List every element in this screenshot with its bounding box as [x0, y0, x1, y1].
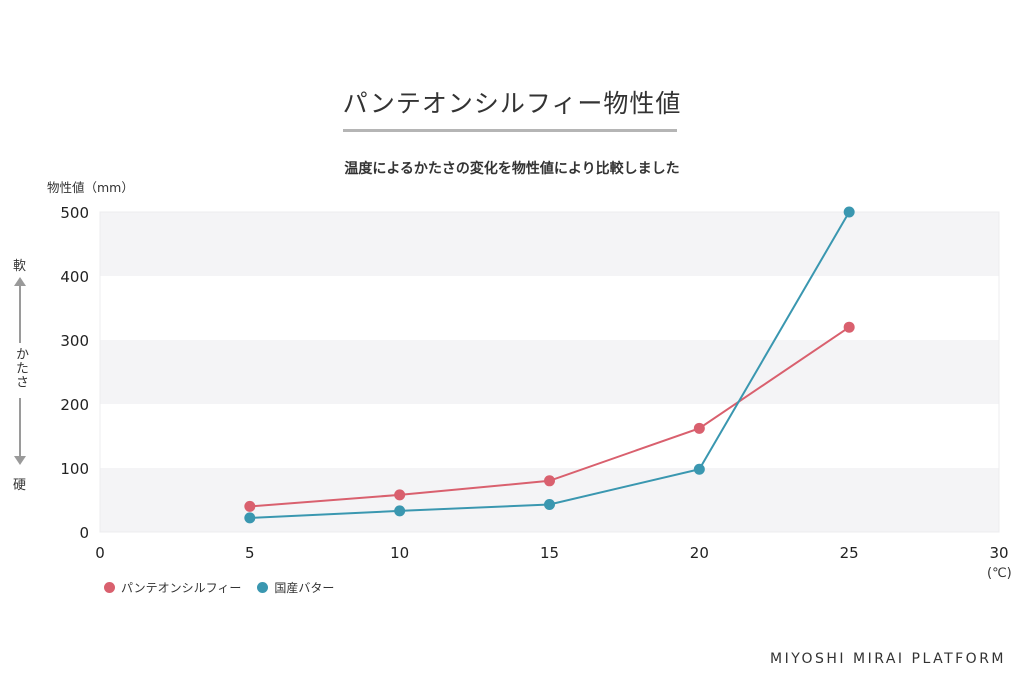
legend-dot-panteon: [104, 582, 115, 593]
side-label-hardness: かたさ: [13, 347, 28, 389]
grid-band: [100, 212, 999, 276]
y-tick-label: 300: [60, 332, 89, 350]
legend-label-butter: 国産バター: [274, 581, 335, 595]
x-tick-label: 0: [95, 544, 105, 562]
data-point-1: [394, 505, 406, 517]
x-tick-label: 15: [540, 544, 559, 562]
page-title: パンテオンシルフィー物性値: [342, 89, 682, 118]
grid-band: [100, 276, 999, 340]
x-tick-label: 10: [390, 544, 409, 562]
data-point-0: [693, 422, 705, 434]
chart-legend: パンテオンシルフィー 国産バター: [104, 579, 350, 596]
y-tick-label: 500: [60, 204, 89, 222]
x-tick-label: 25: [840, 544, 859, 562]
data-point-1: [843, 206, 855, 218]
y-axis-label: 物性値（mm）: [47, 180, 134, 195]
y-tick-label: 200: [60, 396, 89, 414]
grid-band: [100, 340, 999, 404]
y-tick-label: 400: [60, 268, 89, 286]
arrow-down-icon: [14, 456, 26, 465]
legend-item-panteon: パンテオンシルフィー: [104, 579, 241, 596]
legend-dot-butter: [257, 582, 269, 593]
y-tick-label: 100: [60, 460, 89, 478]
plot-border: [99, 211, 1000, 533]
data-point-0: [394, 489, 406, 501]
x-tick-label: 5: [245, 544, 255, 562]
arrow-up-icon: [14, 277, 26, 286]
grid-band: [100, 404, 999, 468]
chart-subtitle: 温度によるかたさの変化を物性値により比較しました: [344, 161, 680, 177]
footer-brand: MIYOSHI MIRAI PLATFORM: [769, 651, 1006, 667]
y-tick-label: 0: [79, 524, 89, 542]
side-label-hard: 硬: [13, 478, 27, 493]
data-point-0: [244, 500, 256, 512]
data-point-1: [244, 512, 256, 524]
data-point-1: [693, 463, 705, 475]
data-point-1: [544, 498, 555, 510]
title-underline: [343, 129, 677, 132]
legend-label-panteon: パンテオンシルフィー: [121, 581, 242, 595]
side-label-soft: 軟: [13, 259, 27, 274]
x-tick-label: 20: [690, 544, 709, 562]
side-line-top: [19, 285, 21, 343]
data-point-0: [843, 321, 855, 333]
x-tick-label: 30: [989, 544, 1008, 562]
legend-item-butter: 国産バター: [257, 579, 334, 596]
x-axis-unit: (℃): [987, 566, 1012, 581]
data-point-0: [544, 475, 555, 487]
side-line-bottom: [19, 398, 21, 456]
